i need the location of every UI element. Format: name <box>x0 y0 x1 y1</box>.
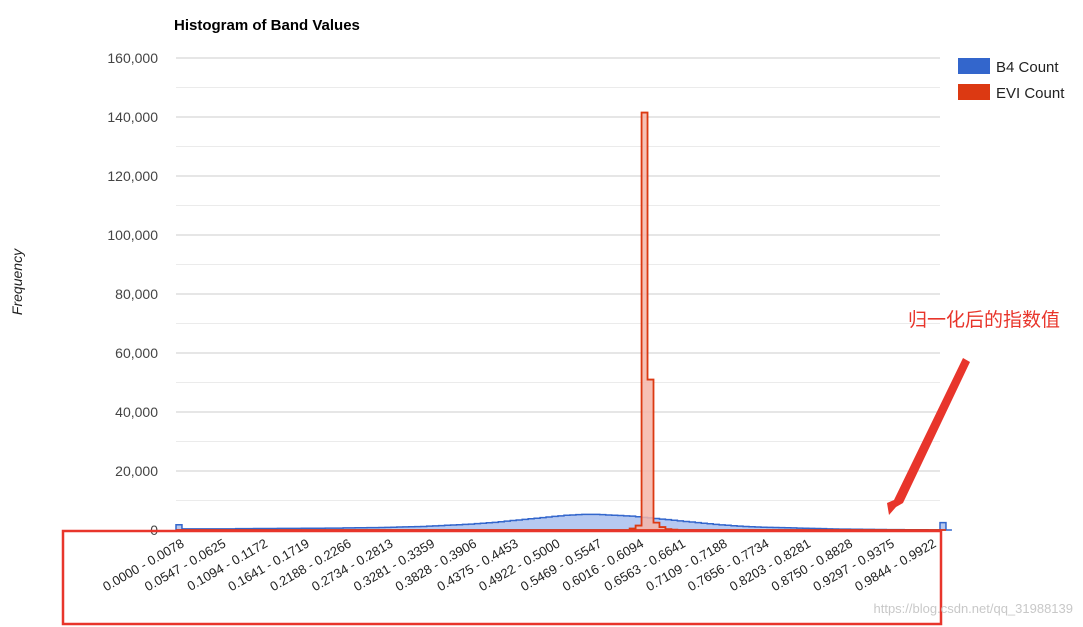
annotation-arrow <box>887 358 970 515</box>
legend-swatch-evi <box>958 84 990 100</box>
y-tick-label: 80,000 <box>115 286 158 302</box>
y-axis-label: Frequency <box>9 248 25 315</box>
y-tick-label: 140,000 <box>107 109 158 125</box>
legend-label-evi: EVI Count <box>996 85 1065 102</box>
series-b4-area <box>175 513 952 531</box>
annotation-highlight-box <box>61 529 943 626</box>
legend-swatch-b4 <box>958 58 990 74</box>
y-tick-label: 40,000 <box>115 404 158 420</box>
watermark: https://blog.csdn.net/qq_31988139 <box>874 601 1074 616</box>
y-tick-label: 60,000 <box>115 345 158 361</box>
annotation-text: 归一化后的指数值 <box>908 309 1060 331</box>
y-tick-label: 160,000 <box>107 50 158 66</box>
gridlines <box>176 57 940 531</box>
series-evi-area <box>176 111 946 531</box>
y-tick-label: 100,000 <box>107 227 158 243</box>
legend-label-b4: B4 Count <box>996 59 1059 76</box>
y-tick-label: 20,000 <box>115 463 158 479</box>
chart-title: Histogram of Band Values <box>174 17 360 34</box>
y-tick-label: 120,000 <box>107 168 158 184</box>
y-axis-ticks: 020,00040,00060,00080,000100,000120,0001… <box>107 50 158 538</box>
legend: B4 Count EVI Count <box>958 58 1065 102</box>
series-layer <box>175 111 952 531</box>
